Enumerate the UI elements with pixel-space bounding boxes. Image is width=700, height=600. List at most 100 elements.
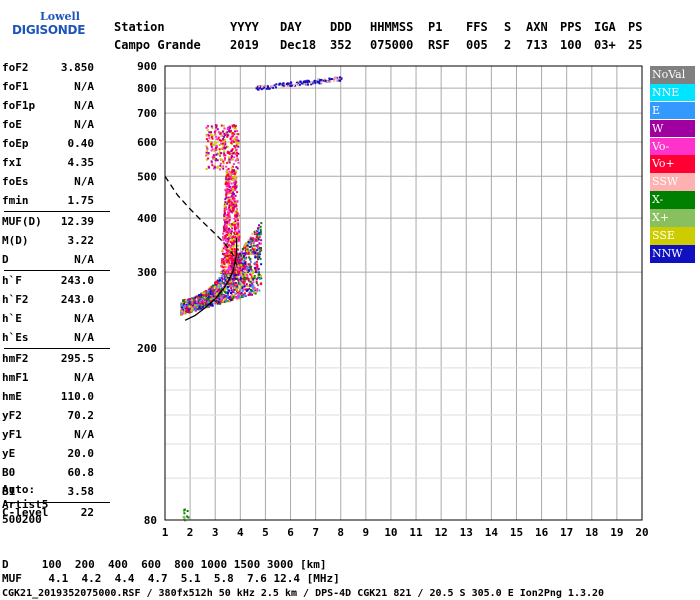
parameter-value: 295.5 xyxy=(60,352,94,365)
echo-point xyxy=(231,197,234,200)
echo-point xyxy=(234,219,237,222)
echo-point xyxy=(227,237,230,240)
echo-point xyxy=(236,297,239,300)
echo-point xyxy=(217,284,220,287)
echo-point xyxy=(228,185,231,188)
echo-point xyxy=(252,242,255,245)
echo-point xyxy=(237,282,240,285)
echo-point xyxy=(237,254,239,256)
echo-point xyxy=(238,236,241,239)
echo-point xyxy=(246,248,249,251)
echo-point xyxy=(203,304,205,307)
echo-point xyxy=(225,203,228,206)
echo-point xyxy=(198,308,200,311)
echo-point xyxy=(217,296,220,299)
echo-point xyxy=(322,79,325,82)
echo-point xyxy=(320,80,323,83)
echo-point xyxy=(243,276,246,279)
echo-point xyxy=(228,129,230,132)
echo-point xyxy=(191,307,194,310)
echo-point xyxy=(234,186,237,189)
echo-point xyxy=(234,153,237,155)
echo-point xyxy=(240,258,243,261)
echo-point xyxy=(230,284,233,287)
echo-point xyxy=(229,190,232,193)
echo-point xyxy=(340,77,343,80)
echo-point xyxy=(239,278,242,281)
echo-point xyxy=(251,289,253,292)
parameter-name: yE xyxy=(2,447,16,460)
echo-point xyxy=(219,168,221,171)
header-cell: 005 xyxy=(466,38,488,52)
echo-point xyxy=(193,306,195,309)
echo-point xyxy=(230,195,233,198)
echo-point xyxy=(234,159,237,162)
echo-point xyxy=(191,299,194,302)
echo-point xyxy=(320,81,323,84)
echo-point xyxy=(249,252,252,255)
echo-point xyxy=(260,263,263,266)
echo-point xyxy=(258,231,261,234)
muf-dashed-curve xyxy=(164,175,238,265)
parameter-row: B1 3.58 xyxy=(2,482,94,501)
echo-point xyxy=(207,157,210,160)
echo-point xyxy=(187,298,190,301)
echo-point xyxy=(235,139,238,142)
echo-point xyxy=(316,80,319,83)
echo-point xyxy=(224,188,227,191)
echo-point xyxy=(224,219,227,222)
echo-point xyxy=(216,296,219,299)
echo-point xyxy=(219,162,222,165)
echo-point xyxy=(252,252,255,255)
echo-point xyxy=(234,130,236,133)
echo-point xyxy=(232,188,235,191)
echo-point xyxy=(203,299,206,302)
echo-point xyxy=(237,236,240,239)
echo-point xyxy=(232,181,235,184)
echo-point xyxy=(232,251,235,254)
legend-entry: Vo- xyxy=(650,137,695,156)
echo-point xyxy=(199,307,202,310)
echo-point xyxy=(208,295,210,298)
echo-point xyxy=(227,263,230,266)
echo-point xyxy=(227,208,230,211)
echo-point xyxy=(248,263,251,266)
echo-point xyxy=(237,270,239,273)
echo-point xyxy=(226,150,229,153)
echo-point xyxy=(190,300,193,303)
header-cell: S xyxy=(504,20,512,34)
x-tick-label: 13 xyxy=(460,526,473,539)
echo-point xyxy=(207,292,210,295)
echo-point xyxy=(241,289,244,292)
echo-point xyxy=(205,151,208,154)
echo-point xyxy=(232,238,235,240)
echo-point xyxy=(258,85,261,88)
echo-point xyxy=(230,139,233,142)
parameter-row: h`F2 243.0 xyxy=(2,290,94,309)
echo-point xyxy=(228,250,231,252)
echo-point xyxy=(210,143,213,146)
echo-point xyxy=(231,165,234,168)
echo-point xyxy=(239,260,242,263)
echo-point xyxy=(210,131,212,134)
echo-point xyxy=(218,144,221,146)
echo-point xyxy=(236,209,238,212)
echo-point xyxy=(234,183,237,186)
echo-point xyxy=(260,86,263,89)
echo-point xyxy=(187,516,190,519)
echo-point xyxy=(230,157,233,159)
echo-point xyxy=(260,239,263,242)
parameter-value: 243.0 xyxy=(60,274,94,287)
echo-point xyxy=(210,145,213,148)
echo-point xyxy=(223,212,226,215)
echo-point xyxy=(214,129,217,132)
echo-point xyxy=(234,266,237,269)
echo-point xyxy=(209,298,212,301)
echo-point xyxy=(217,153,220,156)
echo-point xyxy=(232,235,235,238)
echo-point xyxy=(221,130,224,133)
echo-point xyxy=(224,299,227,301)
echo-point xyxy=(252,292,255,295)
echo-point xyxy=(211,164,214,167)
echo-point xyxy=(251,285,253,288)
